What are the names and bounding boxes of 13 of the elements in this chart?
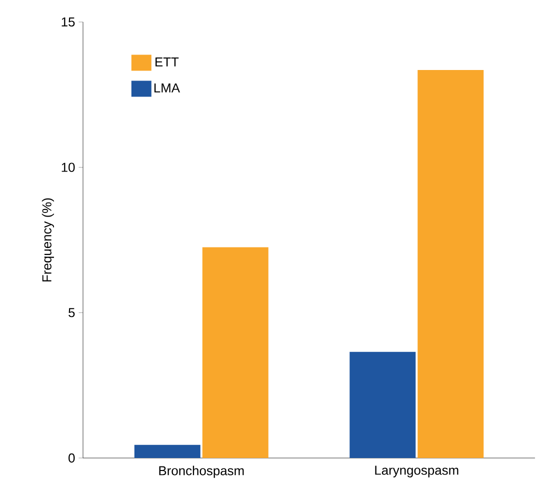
bar: [134, 444, 200, 458]
bar: [202, 247, 268, 458]
y-axis-title: Frequency (%): [42, 198, 54, 282]
y-tick-label: 10: [62, 162, 75, 172]
bar: [418, 70, 484, 458]
legend-label: ETT: [156, 58, 179, 66]
x-tick-label: Bronchospasm: [159, 466, 244, 478]
legend-label: LMA: [154, 84, 180, 92]
y-tick-label: 0: [68, 453, 75, 463]
bar: [350, 352, 416, 458]
y-tick-label: 5: [68, 308, 75, 318]
x-tick-label: Laryngospasm: [375, 466, 458, 478]
y-tick-label: 15: [62, 17, 75, 27]
